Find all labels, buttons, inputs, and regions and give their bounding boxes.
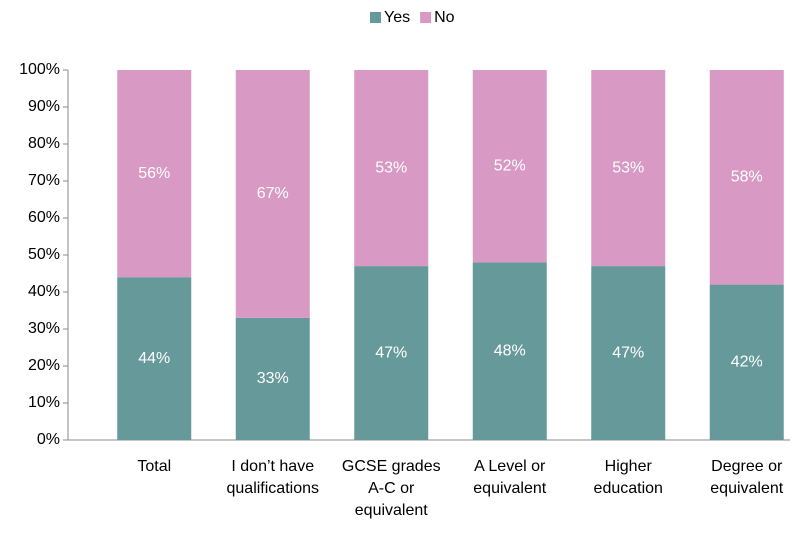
x-tick-label: GCSE grades A-C or equivalent <box>341 458 441 519</box>
bar-segment <box>472 70 547 263</box>
data-label: 47% <box>612 344 644 361</box>
data-label: 52% <box>494 157 526 174</box>
data-label: 53% <box>375 159 407 176</box>
data-label: 47% <box>375 344 407 361</box>
legend-swatch <box>370 12 381 23</box>
x-tick-label: Degree or equivalent <box>710 458 784 497</box>
data-label: 56% <box>138 165 170 182</box>
bar-segment <box>709 284 784 440</box>
bar-segment <box>472 262 547 440</box>
legend-label: Yes <box>384 9 410 26</box>
data-label: 48% <box>494 342 526 359</box>
legend-swatch <box>420 12 432 23</box>
y-tick-label: 10% <box>28 394 60 411</box>
bar-segment <box>235 70 310 318</box>
data-label: 33% <box>257 370 289 387</box>
data-label: 58% <box>731 169 763 186</box>
x-tick-label: Higher education <box>593 458 663 497</box>
y-tick-label: 80% <box>28 135 60 152</box>
data-label: 44% <box>138 350 170 367</box>
data-label: 53% <box>612 159 644 176</box>
y-tick-label: 30% <box>28 320 60 337</box>
bar-segment <box>354 266 429 440</box>
x-tick-label: A Level or equivalent <box>473 458 547 497</box>
y-tick-label: 20% <box>28 357 60 374</box>
data-label: 42% <box>731 354 763 371</box>
bar-segment <box>591 266 666 440</box>
y-tick-label: 50% <box>28 246 60 263</box>
bar-segment <box>117 277 192 440</box>
bar-segment <box>235 317 310 440</box>
y-tick-label: 60% <box>28 209 60 226</box>
x-tick-label: Total <box>137 458 172 475</box>
y-tick-label: 0% <box>37 431 60 448</box>
bar-segment <box>709 70 784 285</box>
x-tick-label: I don’t have qualifications <box>226 458 320 497</box>
legend-label: No <box>434 9 455 26</box>
bar-segment <box>591 70 666 267</box>
y-tick-label: 70% <box>28 172 60 189</box>
y-tick-label: 40% <box>28 283 60 300</box>
y-tick-label: 100% <box>19 61 60 78</box>
data-label: 67% <box>257 185 289 202</box>
y-tick-label: 90% <box>28 98 60 115</box>
bar-segment <box>117 70 192 278</box>
bar-segment <box>354 70 429 267</box>
